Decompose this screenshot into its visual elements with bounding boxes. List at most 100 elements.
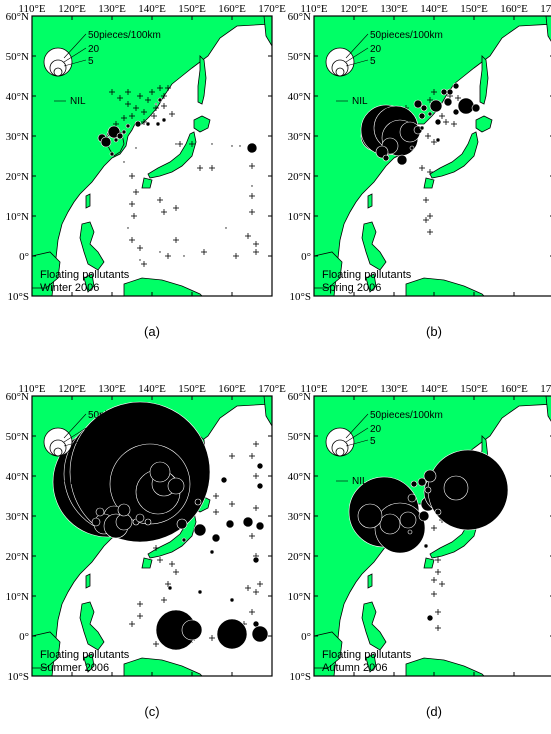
observation-cross xyxy=(253,441,259,447)
legend-leader xyxy=(345,439,369,447)
pollutant-circle xyxy=(220,476,228,484)
nil-label: NIL xyxy=(70,96,86,107)
observation-cross xyxy=(157,197,163,203)
pollutant-circle xyxy=(409,145,415,151)
lon-tick-label: 120°E xyxy=(58,383,86,395)
observation-cross xyxy=(427,213,433,219)
lat-tick-label: 50°N xyxy=(288,431,311,443)
observation-cross xyxy=(439,113,445,119)
pollutant-circle xyxy=(194,498,202,506)
pollutant-circle xyxy=(145,121,151,127)
observation-cross xyxy=(249,453,255,459)
legend-leader xyxy=(63,59,87,67)
pollutant-circle xyxy=(443,97,453,107)
observation-cross xyxy=(253,589,259,595)
pollutant-circle xyxy=(242,516,254,528)
lat-tick-label: 60°N xyxy=(6,391,29,403)
pollutant-circle xyxy=(440,88,448,96)
observation-cross xyxy=(245,585,251,591)
pollutant-circle xyxy=(167,585,173,591)
observation-cross xyxy=(161,209,167,215)
lon-tick-label: 160°E xyxy=(500,383,528,395)
pollutant-circle xyxy=(167,477,185,495)
observation-cross xyxy=(129,201,135,207)
observation-cross xyxy=(129,237,135,243)
lon-tick-label: 130°E xyxy=(98,3,126,15)
pollutant-circle xyxy=(252,556,260,564)
observation-cross xyxy=(431,577,437,583)
observation-cross xyxy=(109,89,115,95)
lon-tick-label: 140°E xyxy=(420,3,448,15)
pollutant-circle xyxy=(158,250,162,254)
observation-cross xyxy=(145,97,151,103)
lon-tick-label: 120°E xyxy=(340,3,368,15)
legend-label: 50pieces/100km xyxy=(88,410,161,421)
observation-cross xyxy=(165,253,171,259)
observation-cross xyxy=(229,501,235,507)
pollutant-circle xyxy=(149,461,171,483)
pollutant-circle xyxy=(471,103,481,113)
observation-cross xyxy=(431,591,437,597)
map-panel-0: 110°E 120°E 130°E 140°E 150°E 160°E 170°E 60°N 5… xyxy=(6,3,286,339)
lat-tick-label: 40°N xyxy=(288,471,311,483)
observation-cross xyxy=(137,245,143,251)
panel-caption: (a) xyxy=(144,324,160,339)
pollutant-circle xyxy=(193,523,207,537)
lon-tick-label: 170°E xyxy=(258,383,286,395)
lat-tick-label: 10°S xyxy=(289,291,311,303)
density-legend: 50pieces/100km 205 xyxy=(43,410,161,457)
observation-cross xyxy=(213,493,219,499)
pollutant-circle xyxy=(230,144,234,148)
pollutant-circle xyxy=(211,533,221,543)
pollutant-circle xyxy=(417,477,427,487)
observation-cross xyxy=(213,509,219,515)
observation-cross xyxy=(249,193,255,199)
pollutant-circle xyxy=(117,503,131,517)
legend-circle xyxy=(53,447,63,457)
legend-label: 5 xyxy=(370,436,376,447)
pollutant-circle xyxy=(426,614,434,622)
observation-cross xyxy=(161,597,167,603)
lon-tick-label: 150°E xyxy=(178,383,206,395)
pollutant-circle xyxy=(382,154,390,162)
lon-tick-label: 140°E xyxy=(138,383,166,395)
lat-tick-label: 30°N xyxy=(288,511,311,523)
pollutant-circle xyxy=(109,151,115,157)
pollutant-circle xyxy=(116,132,124,140)
observation-cross xyxy=(197,165,203,171)
legend-leader xyxy=(345,59,369,67)
observation-cross xyxy=(149,89,155,95)
pollutant-circle xyxy=(420,104,428,112)
observation-cross xyxy=(423,217,429,223)
pollutant-circle xyxy=(423,543,429,549)
observation-cross xyxy=(157,557,163,563)
pollutant-circle xyxy=(122,160,126,164)
pollutant-circle xyxy=(224,226,228,230)
observation-cross xyxy=(151,113,157,119)
lat-tick-label: 10°S xyxy=(7,291,29,303)
map-frame xyxy=(31,395,273,677)
observation-cross xyxy=(169,111,175,117)
panel-caption: (c) xyxy=(144,704,159,719)
pollutant-circle xyxy=(399,511,417,529)
pollutant-circle xyxy=(157,97,163,103)
lat-tick-label: 40°N xyxy=(6,91,29,103)
panel-caption: (b) xyxy=(426,324,442,339)
pollutant-circle xyxy=(95,507,105,517)
lon-tick-label: 160°E xyxy=(218,3,246,15)
observation-cross xyxy=(427,229,433,235)
pollutant-circle xyxy=(144,518,152,526)
observation-cross xyxy=(249,609,255,615)
observation-cross xyxy=(133,105,139,111)
legend-label: 5 xyxy=(88,436,94,447)
lon-tick-label: 140°E xyxy=(138,3,166,15)
pollutant-circle xyxy=(126,226,130,230)
pollutant-circle xyxy=(457,97,475,115)
panel-title-line2: Summer 2006 xyxy=(40,662,109,674)
observation-cross xyxy=(129,173,135,179)
legend-leader xyxy=(345,47,369,63)
pollutant-circle xyxy=(176,518,188,530)
pollutant-circle xyxy=(182,254,186,258)
pollutant-circle xyxy=(134,120,142,128)
